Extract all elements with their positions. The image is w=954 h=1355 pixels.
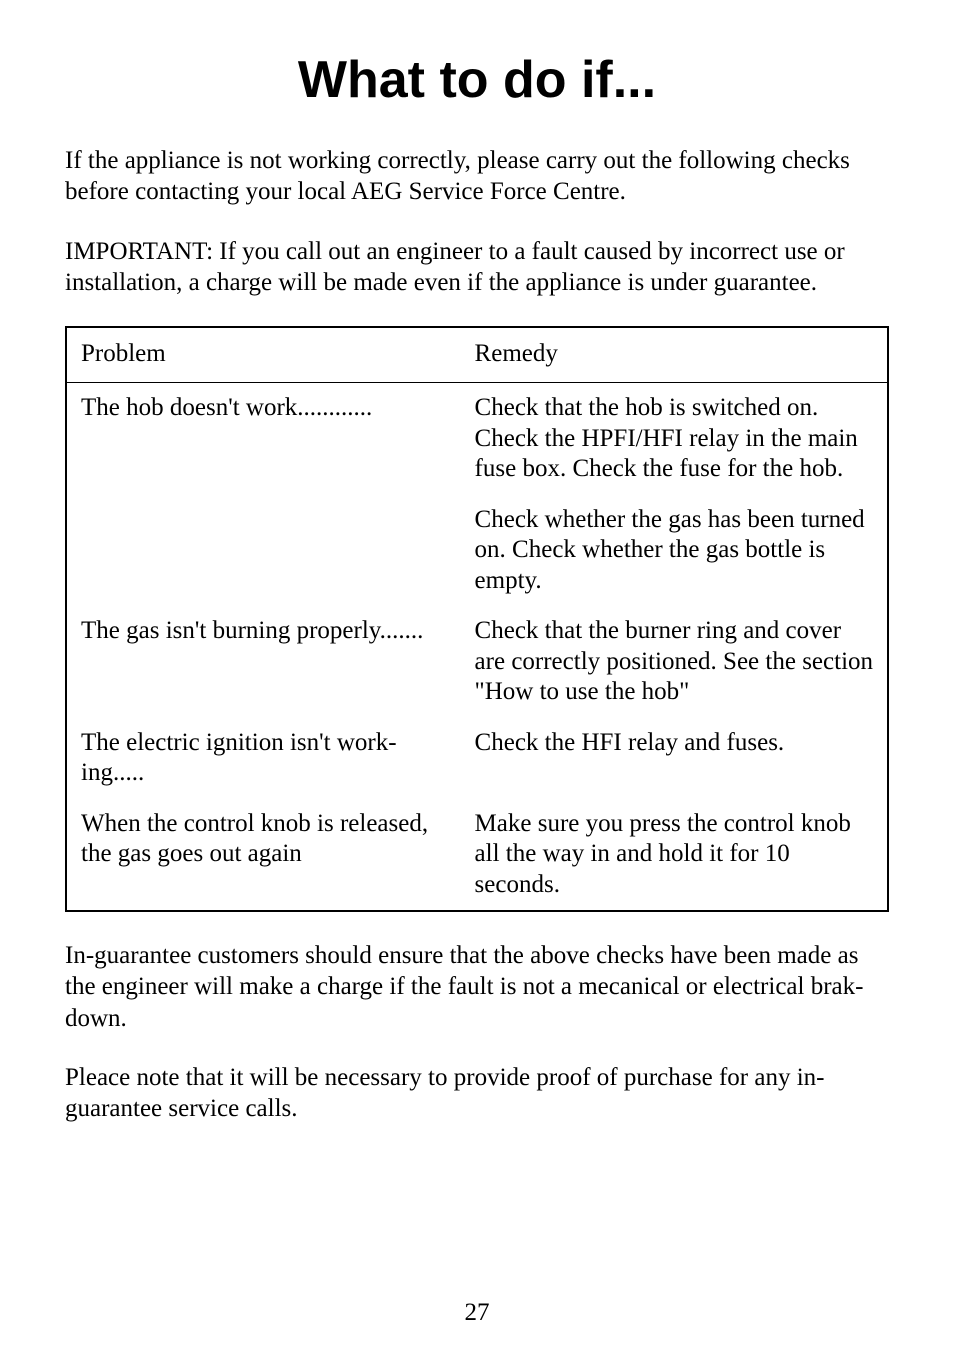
problem-cell	[66, 495, 461, 607]
remedy-cell: Check that the hob is switched on. Check…	[461, 383, 888, 495]
table-row: The electric ignition isn't work-ing....…	[66, 718, 888, 799]
table-row: Check whether the gas has been turned on…	[66, 495, 888, 607]
problem-cell: The electric ignition isn't work-ing....…	[66, 718, 461, 799]
table-row: When the control knob is released, the g…	[66, 799, 888, 912]
remedy-cell: Check whether the gas has been turned on…	[461, 495, 888, 607]
column-header-problem: Problem	[66, 327, 461, 383]
table-header-row: Problem Remedy	[66, 327, 888, 383]
important-paragraph: IMPORTANT: If you call out an engineer t…	[65, 236, 889, 299]
proof-paragraph: Pleace note that it will be necessary to…	[65, 1062, 889, 1125]
problem-cell: The hob doesn't work............	[66, 383, 461, 495]
problem-cell: When the control knob is released, the g…	[66, 799, 461, 912]
table-row: The gas isn't burning properly....... Ch…	[66, 606, 888, 718]
table-row: The hob doesn't work............ Check t…	[66, 383, 888, 495]
remedy-cell: Check the HFI relay and fuses.	[461, 718, 888, 799]
guarantee-paragraph: In-guarantee customers should ensure tha…	[65, 940, 889, 1034]
column-header-remedy: Remedy	[461, 327, 888, 383]
troubleshoot-table: Problem Remedy The hob doesn't work.....…	[65, 326, 889, 912]
page-number: 27	[0, 1299, 954, 1327]
problem-cell: The gas isn't burning properly.......	[66, 606, 461, 718]
remedy-cell: Make sure you press the control knob all…	[461, 799, 888, 912]
remedy-cell: Check that the burner ring and cover are…	[461, 606, 888, 718]
intro-paragraph: If the appliance is not working correctl…	[65, 145, 889, 208]
manual-page: What to do if... If the appliance is not…	[0, 0, 954, 1355]
page-title: What to do if...	[65, 50, 889, 110]
